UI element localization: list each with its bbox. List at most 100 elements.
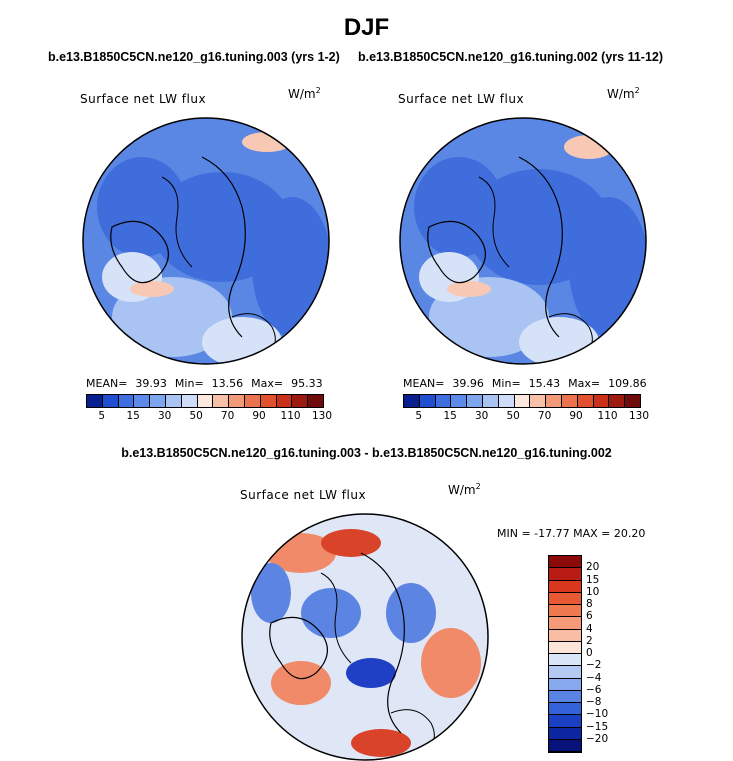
panel3-colorbar-labels: 20 15 10 8 6 4 2 0 −2 −4 −6 −8 −10 −15 −20 — [586, 555, 626, 751]
season-title: DJF — [343, 14, 390, 41]
panel1-siberia-region — [97, 157, 187, 257]
panel2-coastline-3 — [478, 176, 510, 268]
colorbar-swatch — [549, 641, 581, 654]
panel3-minmax: MIN = -17.77 MAX = 20.20 — [497, 527, 646, 540]
colorbar-swatch — [546, 395, 562, 407]
panel1-stats: MEAN= 39.93 Min= 13.56 Max= 95.33 — [86, 377, 323, 390]
panel3-units: W/m2 — [448, 482, 481, 497]
colorbar-swatch — [549, 715, 581, 728]
panel2-warm-patch — [447, 281, 491, 297]
panel3-coastline-2 — [360, 552, 405, 734]
colorbar-swatch — [549, 690, 581, 703]
colorbar-swatch — [549, 727, 581, 740]
colorbar-tick-label: −10 — [586, 708, 609, 721]
panel1-coastline-2 — [201, 156, 246, 338]
panel3-coastline-3 — [320, 572, 352, 664]
colorbar-swatch — [102, 395, 119, 407]
colorbar-swatch — [482, 395, 499, 407]
colorbar-swatch — [549, 629, 581, 642]
panel3-blue-patch-4 — [386, 583, 436, 643]
panel2-canada-region — [569, 197, 646, 337]
colorbar-swatch — [134, 395, 151, 407]
panel2-units: W/m2 — [607, 86, 640, 101]
colorbar-tick-label: 130 — [311, 410, 333, 422]
colorbar-swatch — [549, 666, 581, 679]
panel1-map — [82, 117, 330, 365]
colorbar-tick-label: −8 — [586, 696, 602, 708]
colorbar-swatch — [419, 395, 436, 407]
panel2-warm-patch-north — [564, 135, 614, 159]
colorbar-swatch — [530, 395, 547, 407]
colorbar-swatch — [435, 395, 452, 407]
colorbar-tick-label: 0 — [586, 647, 593, 659]
colorbar-tick-label: 15 — [126, 410, 140, 422]
colorbar-swatch — [549, 654, 581, 667]
colorbar-swatch — [213, 395, 230, 407]
panel1-colorbar-labels: 5 15 30 50 70 90 110 130 — [86, 410, 332, 424]
colorbar-swatch — [593, 395, 610, 407]
colorbar-swatch — [549, 556, 581, 569]
panel2-coastline — [427, 220, 486, 284]
case1-title: b.e13.B1850C5CN.ne120_g16.tuning.003 (yr… — [48, 50, 340, 64]
colorbar-swatch — [118, 395, 135, 407]
colorbar-tick-label: 90 — [569, 410, 583, 422]
panel3-blue-patch-2 — [346, 658, 396, 688]
colorbar-swatch — [87, 395, 103, 407]
colorbar-tick-label: 30 — [474, 410, 489, 422]
colorbar-tick-label: 5 — [415, 410, 423, 422]
colorbar-tick-label: 70 — [220, 410, 235, 422]
colorbar-tick-label: 15 — [443, 410, 457, 422]
colorbar-tick-label: 15 — [586, 573, 600, 586]
colorbar-tick-label: 6 — [586, 610, 593, 623]
colorbar-swatch — [609, 395, 626, 407]
panel2-colorbar — [403, 394, 641, 408]
colorbar-swatch — [308, 395, 323, 407]
colorbar-tick-label: −6 — [586, 683, 602, 696]
panel3-red-patch-3 — [421, 628, 481, 698]
panel3-colorbar — [548, 555, 582, 753]
colorbar-swatch — [292, 395, 309, 407]
colorbar-swatch — [276, 395, 293, 407]
panel3-coastline — [269, 616, 328, 680]
colorbar-tick-label: 10 — [586, 585, 600, 598]
panel1-units: W/m2 — [288, 86, 321, 101]
colorbar-swatch — [229, 395, 245, 407]
colorbar-swatch — [549, 739, 581, 752]
colorbar-swatch — [549, 605, 581, 618]
colorbar-tick-label: 2 — [586, 634, 593, 647]
colorbar-tick-label: 90 — [252, 410, 266, 422]
colorbar-tick-label: 30 — [157, 410, 172, 422]
panel1-coastline — [110, 220, 169, 284]
colorbar-tick-label: 130 — [628, 410, 650, 422]
panel3-red-patch-2 — [321, 529, 381, 557]
panel2-map — [399, 117, 647, 365]
colorbar-tick-label: −4 — [586, 671, 602, 684]
colorbar-swatch — [498, 395, 515, 407]
colorbar-tick-label: 110 — [597, 410, 618, 422]
case2-title: b.e13.B1850C5CN.ne120_g16.tuning.002 (yr… — [358, 50, 664, 64]
colorbar-swatch — [549, 617, 581, 630]
panel2-colorbar-labels: 5 15 30 50 70 90 110 130 — [403, 410, 649, 424]
colorbar-swatch — [549, 580, 581, 593]
diff-title: b.e13.B1850C5CN.ne120_g16.tuning.003 - b… — [121, 446, 612, 460]
colorbar-swatch — [181, 395, 198, 407]
panel1-variable: Surface net LW flux — [80, 92, 207, 106]
panel1-warm-patch — [130, 281, 174, 297]
panel1-colorbar — [86, 394, 324, 408]
colorbar-swatch — [561, 395, 578, 407]
colorbar-swatch — [549, 592, 581, 605]
colorbar-swatch — [625, 395, 640, 407]
panel1-coastline-3 — [161, 176, 193, 268]
colorbar-swatch — [260, 395, 277, 407]
colorbar-swatch — [549, 678, 581, 691]
panel2-coastline-2 — [518, 156, 563, 338]
colorbar-swatch — [467, 395, 483, 407]
colorbar-tick-label: −15 — [586, 720, 609, 733]
panel2-siberia-region — [414, 157, 504, 257]
colorbar-swatch — [451, 395, 468, 407]
colorbar-swatch — [165, 395, 182, 407]
colorbar-swatch — [150, 395, 166, 407]
panel3-blue-patch-1 — [251, 563, 291, 623]
colorbar-swatch — [197, 395, 214, 407]
panel1-canada-region — [252, 197, 329, 337]
